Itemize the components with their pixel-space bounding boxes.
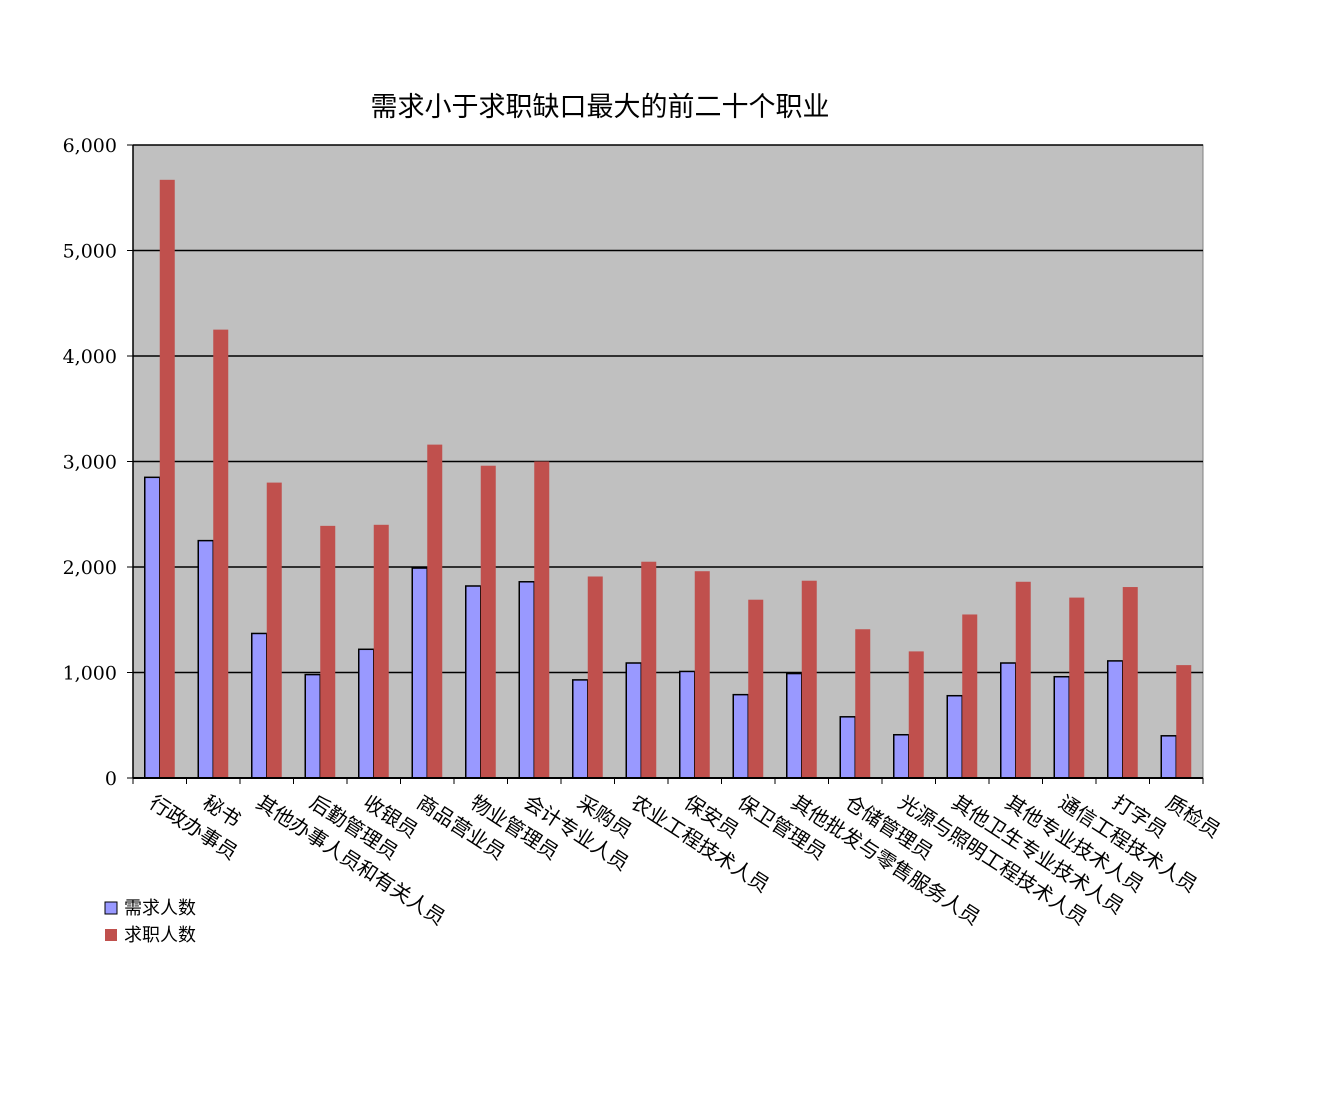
bar-demand	[1107, 660, 1124, 779]
bar-applicants	[427, 444, 443, 778]
bar-applicants	[1176, 665, 1192, 778]
bar-applicants	[320, 525, 336, 778]
bar-applicants	[641, 561, 657, 778]
bar-applicants	[587, 576, 603, 778]
bar-demand	[625, 662, 642, 779]
bar-demand	[786, 672, 803, 779]
y-tick-label: 2,000	[63, 557, 117, 579]
bar-demand	[839, 716, 856, 779]
bar-demand	[1160, 735, 1177, 779]
bar-applicants	[1122, 587, 1138, 778]
bar-demand	[465, 585, 482, 779]
y-tick-label: 5,000	[63, 241, 117, 263]
y-tick-label: 6,000	[63, 135, 117, 157]
bar-applicants	[962, 614, 978, 778]
bar-applicants	[159, 179, 175, 778]
bar-demand	[679, 670, 696, 779]
legend-label-applicants: 求职人数	[124, 925, 196, 946]
bar-applicants	[373, 524, 389, 778]
y-tick-labels: 0 1,000 2,000 3,000 4,000 5,000 6,000	[63, 135, 117, 790]
y-tick-label: 3,000	[63, 452, 117, 474]
legend-swatch-applicants	[105, 929, 117, 941]
x-category-label: 质检员	[1162, 790, 1225, 843]
bar-applicants	[1015, 581, 1031, 778]
bar-demand	[1000, 662, 1017, 779]
y-tick-label: 0	[105, 768, 117, 790]
y-tick-label: 4,000	[63, 346, 117, 368]
bar-applicants	[534, 461, 550, 778]
bar-demand	[1053, 675, 1070, 779]
bar-demand	[144, 476, 161, 779]
bar-demand	[197, 539, 214, 779]
bar-demand	[358, 648, 375, 779]
bar-demand	[411, 567, 428, 779]
bar-applicants	[748, 599, 764, 778]
bar-applicants	[908, 651, 924, 778]
legend: 需求人数 求职人数	[104, 898, 196, 946]
bar-demand	[946, 694, 963, 779]
bar-demand	[518, 581, 535, 779]
bar-applicants	[855, 629, 871, 778]
legend-swatch-demand	[104, 901, 118, 915]
bar-demand	[572, 679, 589, 779]
bar-applicants	[266, 482, 282, 778]
y-tick-label: 1,000	[63, 663, 117, 685]
axes	[127, 144, 1204, 784]
bar-applicants	[801, 580, 817, 778]
bar-demand	[251, 632, 268, 779]
bars	[144, 179, 1192, 779]
chart-title: 需求小于求职缺口最大的前二十个职业	[371, 92, 830, 123]
bar-applicants	[694, 571, 710, 778]
bar-demand	[732, 693, 749, 779]
bar-applicants	[480, 465, 496, 778]
bar-demand	[304, 673, 321, 779]
legend-label-demand: 需求人数	[124, 898, 196, 919]
bar-demand	[893, 733, 910, 779]
bar-applicants	[213, 329, 229, 778]
bar-applicants	[1069, 597, 1085, 778]
